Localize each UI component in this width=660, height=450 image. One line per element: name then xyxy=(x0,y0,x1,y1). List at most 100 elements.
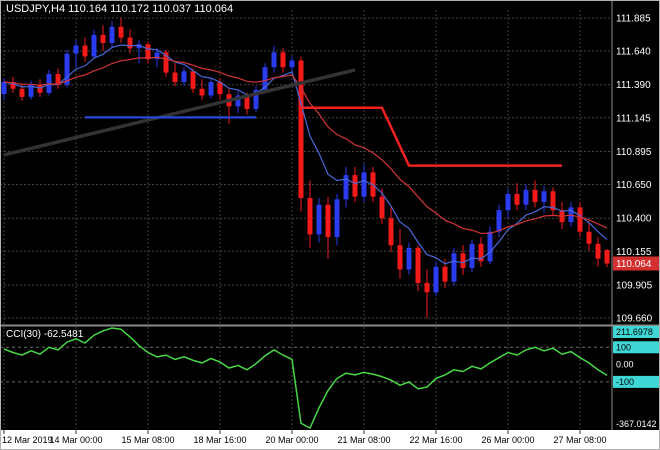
candle-body xyxy=(55,74,61,85)
resistance-line-object xyxy=(301,106,562,167)
candle-body xyxy=(244,95,250,109)
candle-body xyxy=(289,60,295,68)
candle-body xyxy=(154,52,160,60)
trendline-object xyxy=(3,68,356,157)
candle-body xyxy=(100,34,106,43)
ma-slow-line xyxy=(3,56,608,235)
candle-body xyxy=(64,53,70,85)
chart-title: USDJPY,H4 110.164 110.172 110.037 110.06… xyxy=(6,3,234,15)
candle-body xyxy=(82,45,88,57)
candle-body xyxy=(307,198,313,235)
candle-body xyxy=(541,191,547,203)
price-axis-label: 110.155 xyxy=(616,247,652,258)
candle-body xyxy=(73,45,79,54)
candle-body xyxy=(532,189,538,202)
candle-body xyxy=(181,71,187,83)
candle-body xyxy=(433,266,439,293)
candle-body xyxy=(280,52,286,68)
price-axis-label: 111.885 xyxy=(616,14,651,25)
indicator-label: CCI(30) -62.5481 xyxy=(6,329,84,340)
candle-body xyxy=(406,247,412,270)
time-axis-background xyxy=(0,430,660,450)
candle-body xyxy=(136,44,142,49)
candle-body xyxy=(172,72,178,82)
price-axis-label: 111.640 xyxy=(616,47,651,58)
candle-body xyxy=(379,196,385,219)
candle-body xyxy=(451,253,457,282)
time-axis-label: 15 Mar 08:00 xyxy=(121,435,174,445)
indicator-axis-label: 0.00 xyxy=(616,360,634,370)
indicator-axis-label: -367.0142 xyxy=(616,419,657,429)
ma-fast-line xyxy=(3,44,608,265)
candle-body xyxy=(127,37,133,49)
time-axis-label: 22 Mar 16:00 xyxy=(409,435,462,445)
candle-body xyxy=(469,243,475,269)
indicator-level-badge xyxy=(613,375,659,388)
candle-body xyxy=(118,26,124,38)
time-axis-label: 20 Mar 00:00 xyxy=(265,435,318,445)
candle-body xyxy=(208,82,214,96)
candle-body xyxy=(37,84,43,93)
price-axis-label: 110.650 xyxy=(616,180,652,191)
candle-body xyxy=(217,82,223,95)
candle-body xyxy=(586,231,592,244)
candle-body xyxy=(604,250,610,264)
time-axis-label: 14 Mar 00:00 xyxy=(49,435,102,445)
time-axis[interactable] xyxy=(0,430,660,450)
price-axis-label: 110.400 xyxy=(616,214,652,225)
candle-body xyxy=(199,88,205,96)
candle-body xyxy=(397,245,403,270)
candle-body xyxy=(595,243,601,259)
time-axis-label: 27 Mar 08:00 xyxy=(553,435,606,445)
candle-body xyxy=(190,71,196,89)
candle-body xyxy=(442,266,448,282)
current-price-label: 110.064 xyxy=(616,259,652,270)
candle-body xyxy=(424,282,430,293)
candle-body xyxy=(163,52,169,73)
indicator-axis-label: 211.6978 xyxy=(616,327,653,337)
indicator-level-badge xyxy=(613,326,659,338)
price-axis-label: 109.660 xyxy=(616,314,653,325)
candle-body xyxy=(262,67,268,91)
indicator-level-badge xyxy=(613,341,659,354)
candle-body xyxy=(334,199,340,238)
candle-body xyxy=(325,204,331,238)
price-axis-label: 110.895 xyxy=(616,147,652,158)
time-axis-label: 18 Mar 16:00 xyxy=(193,435,246,445)
indicator-axis-label: 100 xyxy=(616,342,631,352)
candle-body xyxy=(271,52,277,68)
candle-body xyxy=(388,218,394,246)
candle-body xyxy=(19,88,25,97)
candle-body xyxy=(343,175,349,200)
time-axis-label: 21 Mar 08:00 xyxy=(337,435,390,445)
candle-body xyxy=(505,194,511,211)
candle-body xyxy=(316,204,322,235)
candle-body xyxy=(10,82,16,89)
candle-body xyxy=(298,60,304,198)
time-axis-label: 26 Mar 00:00 xyxy=(481,435,534,445)
price-axis-label: 109.905 xyxy=(616,281,653,292)
price-axis[interactable] xyxy=(612,0,660,430)
candle-body xyxy=(496,210,502,232)
candle-body xyxy=(523,189,529,205)
candle-body xyxy=(1,82,7,95)
current-price-badge xyxy=(613,256,659,271)
cci-line xyxy=(3,327,608,430)
candle-body xyxy=(91,34,97,57)
time-axis-label: 12 Mar 2019 xyxy=(2,435,53,445)
candle-body xyxy=(361,172,367,197)
candle-body xyxy=(550,191,556,211)
candle-body xyxy=(487,231,493,262)
candle-body xyxy=(109,26,115,43)
candle-body xyxy=(352,175,358,197)
candle-body xyxy=(235,95,241,107)
candle-body xyxy=(253,90,259,109)
price-axis-label: 111.145 xyxy=(616,113,651,124)
indicator-axis-label: -100 xyxy=(616,377,634,387)
candle-body xyxy=(577,207,583,232)
candle-body xyxy=(460,253,466,269)
candle-body xyxy=(145,44,151,60)
candle-body xyxy=(514,194,520,205)
